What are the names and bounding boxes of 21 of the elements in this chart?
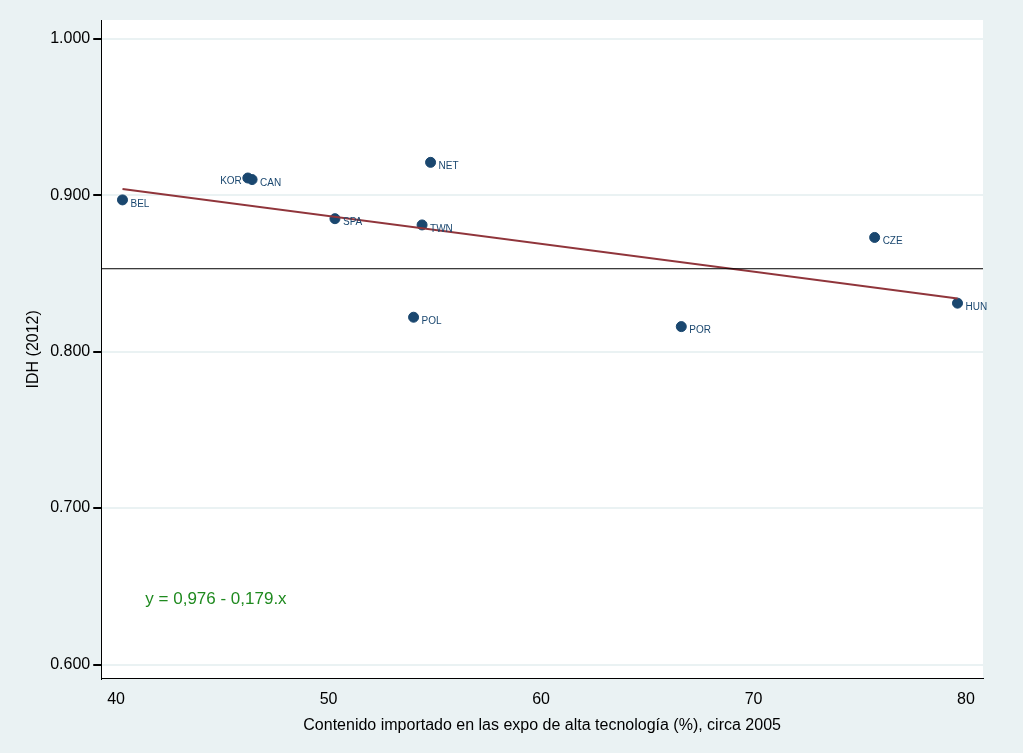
annotation: CAN xyxy=(260,177,282,189)
x-tick-label: 60 xyxy=(532,689,551,707)
annotation: HUN xyxy=(965,300,988,312)
annotation: CZE xyxy=(882,235,903,247)
annotation: POR xyxy=(689,324,711,336)
x-tick-label: 80 xyxy=(957,689,975,707)
y-tick-label: 1.000 xyxy=(50,29,91,47)
y-axis-title: IDH (2012) xyxy=(24,310,42,389)
annotation: NET xyxy=(438,160,459,172)
x-tick-label: 40 xyxy=(107,689,126,707)
y-tick-label: 0.700 xyxy=(50,498,91,516)
annotation: KOR xyxy=(220,174,242,186)
y-tick-label: 0.800 xyxy=(50,342,91,360)
y-tick-label: 0.600 xyxy=(50,654,91,672)
y-tick-label: 0.900 xyxy=(50,185,91,203)
x-tick-label: 50 xyxy=(319,689,338,707)
annotation: y = 0,976 - 0,179.x xyxy=(145,589,288,609)
annotation: POL xyxy=(421,314,443,326)
x-tick-label: 70 xyxy=(744,689,763,707)
x-axis-title: Contenido importado en las expo de alta tecnología (%), circa 2005 xyxy=(303,715,782,733)
annotation: BEL xyxy=(130,197,150,209)
